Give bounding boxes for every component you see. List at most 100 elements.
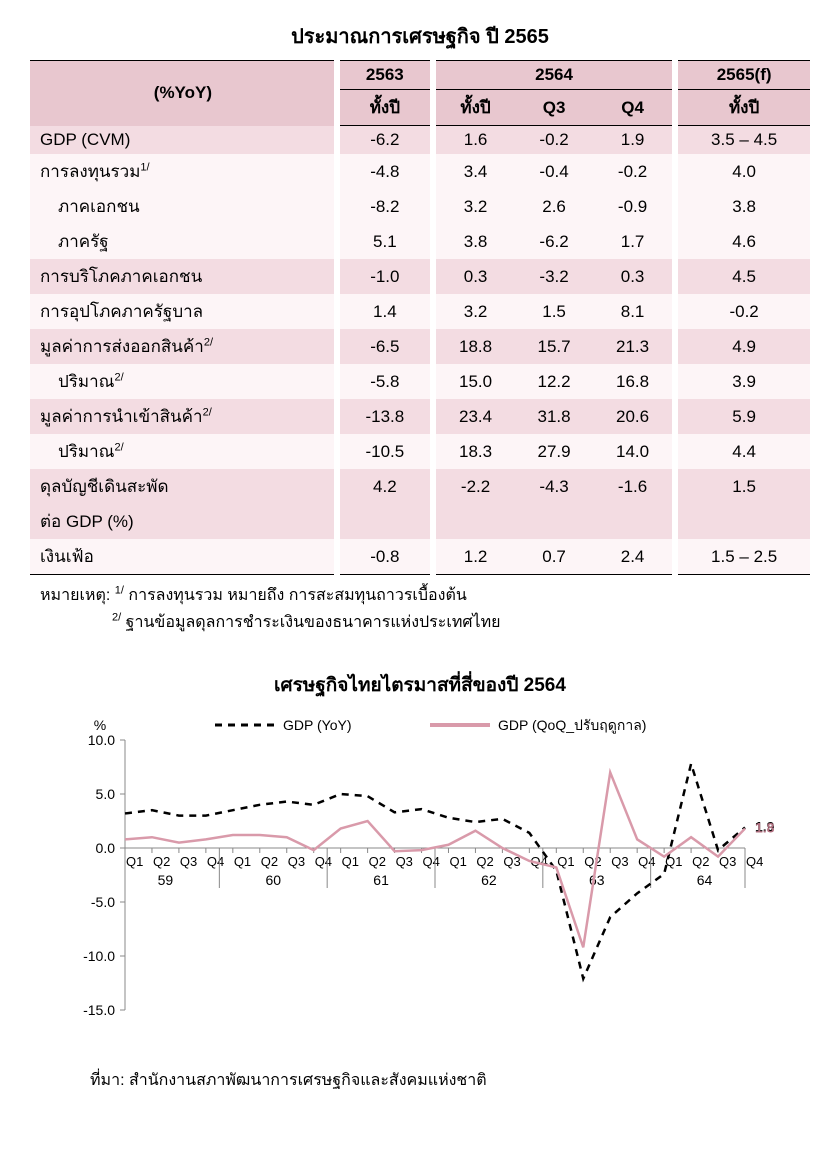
cell: 16.8 <box>593 364 675 399</box>
svg-text:Q3: Q3 <box>719 854 736 869</box>
cell: 3.9 <box>675 364 810 399</box>
cell: 3.2 <box>433 294 515 329</box>
row-label: ปริมาณ2/ <box>30 434 337 469</box>
cell: 1.2 <box>433 539 515 575</box>
cell: 18.3 <box>433 434 515 469</box>
svg-text:10.0: 10.0 <box>88 732 115 748</box>
svg-text:61: 61 <box>373 872 389 888</box>
footnote-sup-2: 2/ <box>112 612 121 624</box>
table-row: มูลค่าการนำเข้าสินค้า2/-13.823.431.820.6… <box>30 399 810 434</box>
cell: 21.3 <box>593 329 675 364</box>
table-row: ปริมาณ2/-5.815.012.216.83.9 <box>30 364 810 399</box>
table-row: มูลค่าการส่งออกสินค้า2/-6.518.815.721.34… <box>30 329 810 364</box>
svg-text:Q2: Q2 <box>153 854 170 869</box>
svg-text:64: 64 <box>697 872 713 888</box>
svg-text:Q1: Q1 <box>342 854 359 869</box>
sub-q4: Q4 <box>593 90 675 126</box>
svg-text:GDP (YoY): GDP (YoY) <box>283 717 351 733</box>
table-row: GDP (CVM)-6.21.6-0.21.93.5 – 4.5 <box>30 126 810 155</box>
year-2563-header: 2563 <box>337 61 433 90</box>
chart-title: เศรษฐกิจไทยไตรมาสที่สี่ของปี 2564 <box>30 670 810 700</box>
cell: 3.2 <box>433 189 515 224</box>
cell: -1.6 <box>593 469 675 504</box>
footnote-text-2: ฐานข้อมูลดุลการชำระเงินของธนาคารแห่งประเ… <box>126 614 501 631</box>
table-row: การอุปโภคภาครัฐบาล1.43.21.58.1-0.2 <box>30 294 810 329</box>
cell: 23.4 <box>433 399 515 434</box>
svg-text:63: 63 <box>589 872 605 888</box>
row-label: การบริโภคภาคเอกชน <box>30 259 337 294</box>
cell: -0.2 <box>593 154 675 189</box>
cell <box>675 504 810 539</box>
table-body: GDP (CVM)-6.21.6-0.21.93.5 – 4.5การลงทุน… <box>30 126 810 575</box>
cell: 12.2 <box>515 364 593 399</box>
year-2564-header: 2564 <box>433 61 675 90</box>
cell: 4.4 <box>675 434 810 469</box>
cell: 4.2 <box>337 469 433 504</box>
gdp-line-chart: % -15.0 -10.0 -5.0 0.0 5.0 10.0 Q1 Q2 Q3 Q4 Q1 Q2 Q3 Q… <box>40 710 800 1050</box>
svg-text:Q1: Q1 <box>557 854 574 869</box>
cell: 3.8 <box>433 224 515 259</box>
svg-text:Q2: Q2 <box>584 854 601 869</box>
svg-text:1.8: 1.8 <box>755 820 775 836</box>
svg-text:0.0: 0.0 <box>96 840 116 856</box>
row-label: การลงทุนรวม1/ <box>30 154 337 189</box>
cell: 1.9 <box>593 126 675 155</box>
svg-text:Q1: Q1 <box>234 854 251 869</box>
cell: 18.8 <box>433 329 515 364</box>
svg-text:%: % <box>94 717 106 733</box>
cell: 20.6 <box>593 399 675 434</box>
svg-text:Q1: Q1 <box>449 854 466 869</box>
row-label: มูลค่าการส่งออกสินค้า2/ <box>30 329 337 364</box>
cell: 14.0 <box>593 434 675 469</box>
svg-text:Q4: Q4 <box>207 854 224 869</box>
table-row: การบริโภคภาคเอกชน-1.00.3-3.20.34.5 <box>30 259 810 294</box>
svg-text:Q4: Q4 <box>638 854 655 869</box>
cell: -13.8 <box>337 399 433 434</box>
row-sup: 2/ <box>204 336 213 348</box>
footnote-text-1: การลงทุนรวม หมายถึง การสะสมทุนถาวรเบื้อง… <box>128 587 466 604</box>
sub-q3: Q3 <box>515 90 593 126</box>
chart-svg: % -15.0 -10.0 -5.0 0.0 5.0 10.0 Q1 Q2 Q3 Q4 Q1 Q2 Q3 Q… <box>40 710 800 1050</box>
table-row: เงินเฟ้อ-0.81.20.72.41.5 – 2.5 <box>30 539 810 575</box>
svg-text:Q2: Q2 <box>692 854 709 869</box>
svg-text:Q1: Q1 <box>126 854 143 869</box>
svg-text:-15.0: -15.0 <box>83 1002 115 1018</box>
cell: -0.2 <box>675 294 810 329</box>
row-label: ภาครัฐ <box>30 224 337 259</box>
cell: -1.0 <box>337 259 433 294</box>
cell: -2.2 <box>433 469 515 504</box>
cell: -5.8 <box>337 364 433 399</box>
cell: 3.8 <box>675 189 810 224</box>
svg-text:-10.0: -10.0 <box>83 948 115 964</box>
cell: 1.6 <box>433 126 515 155</box>
cell: 4.5 <box>675 259 810 294</box>
cell: 4.6 <box>675 224 810 259</box>
svg-text:5.0: 5.0 <box>96 786 116 802</box>
table-row: ปริมาณ2/-10.518.327.914.04.4 <box>30 434 810 469</box>
table-header: (%YoY) 2563 2564 2565(f) ทั้งปี ทั้งปี Q… <box>30 61 810 126</box>
svg-text:Q4: Q4 <box>423 854 440 869</box>
svg-text:Q3: Q3 <box>288 854 305 869</box>
row-label: ภาคเอกชน <box>30 189 337 224</box>
cell: 1.5 <box>675 469 810 504</box>
chart-source: ที่มา: สำนักงานสภาพัฒนาการเศรษฐกิจและสัง… <box>30 1068 810 1093</box>
cell: -0.4 <box>515 154 593 189</box>
svg-text:-5.0: -5.0 <box>91 894 115 910</box>
cell: 2.6 <box>515 189 593 224</box>
cell: 15.0 <box>433 364 515 399</box>
svg-text:60: 60 <box>265 872 281 888</box>
cell: -10.5 <box>337 434 433 469</box>
cell <box>433 504 515 539</box>
sub-fullyear-2563: ทั้งปี <box>337 90 433 126</box>
row-label: ต่อ GDP (%) <box>30 504 337 539</box>
cell: -4.3 <box>515 469 593 504</box>
svg-text:Q2: Q2 <box>476 854 493 869</box>
row-sup: 2/ <box>114 441 123 453</box>
footnote-sup-1: 1/ <box>115 585 124 597</box>
sub-fullyear-2565: ทั้งปี <box>675 90 810 126</box>
cell <box>515 504 593 539</box>
cell: 2.4 <box>593 539 675 575</box>
cell: 3.4 <box>433 154 515 189</box>
cell: 4.0 <box>675 154 810 189</box>
cell: -3.2 <box>515 259 593 294</box>
